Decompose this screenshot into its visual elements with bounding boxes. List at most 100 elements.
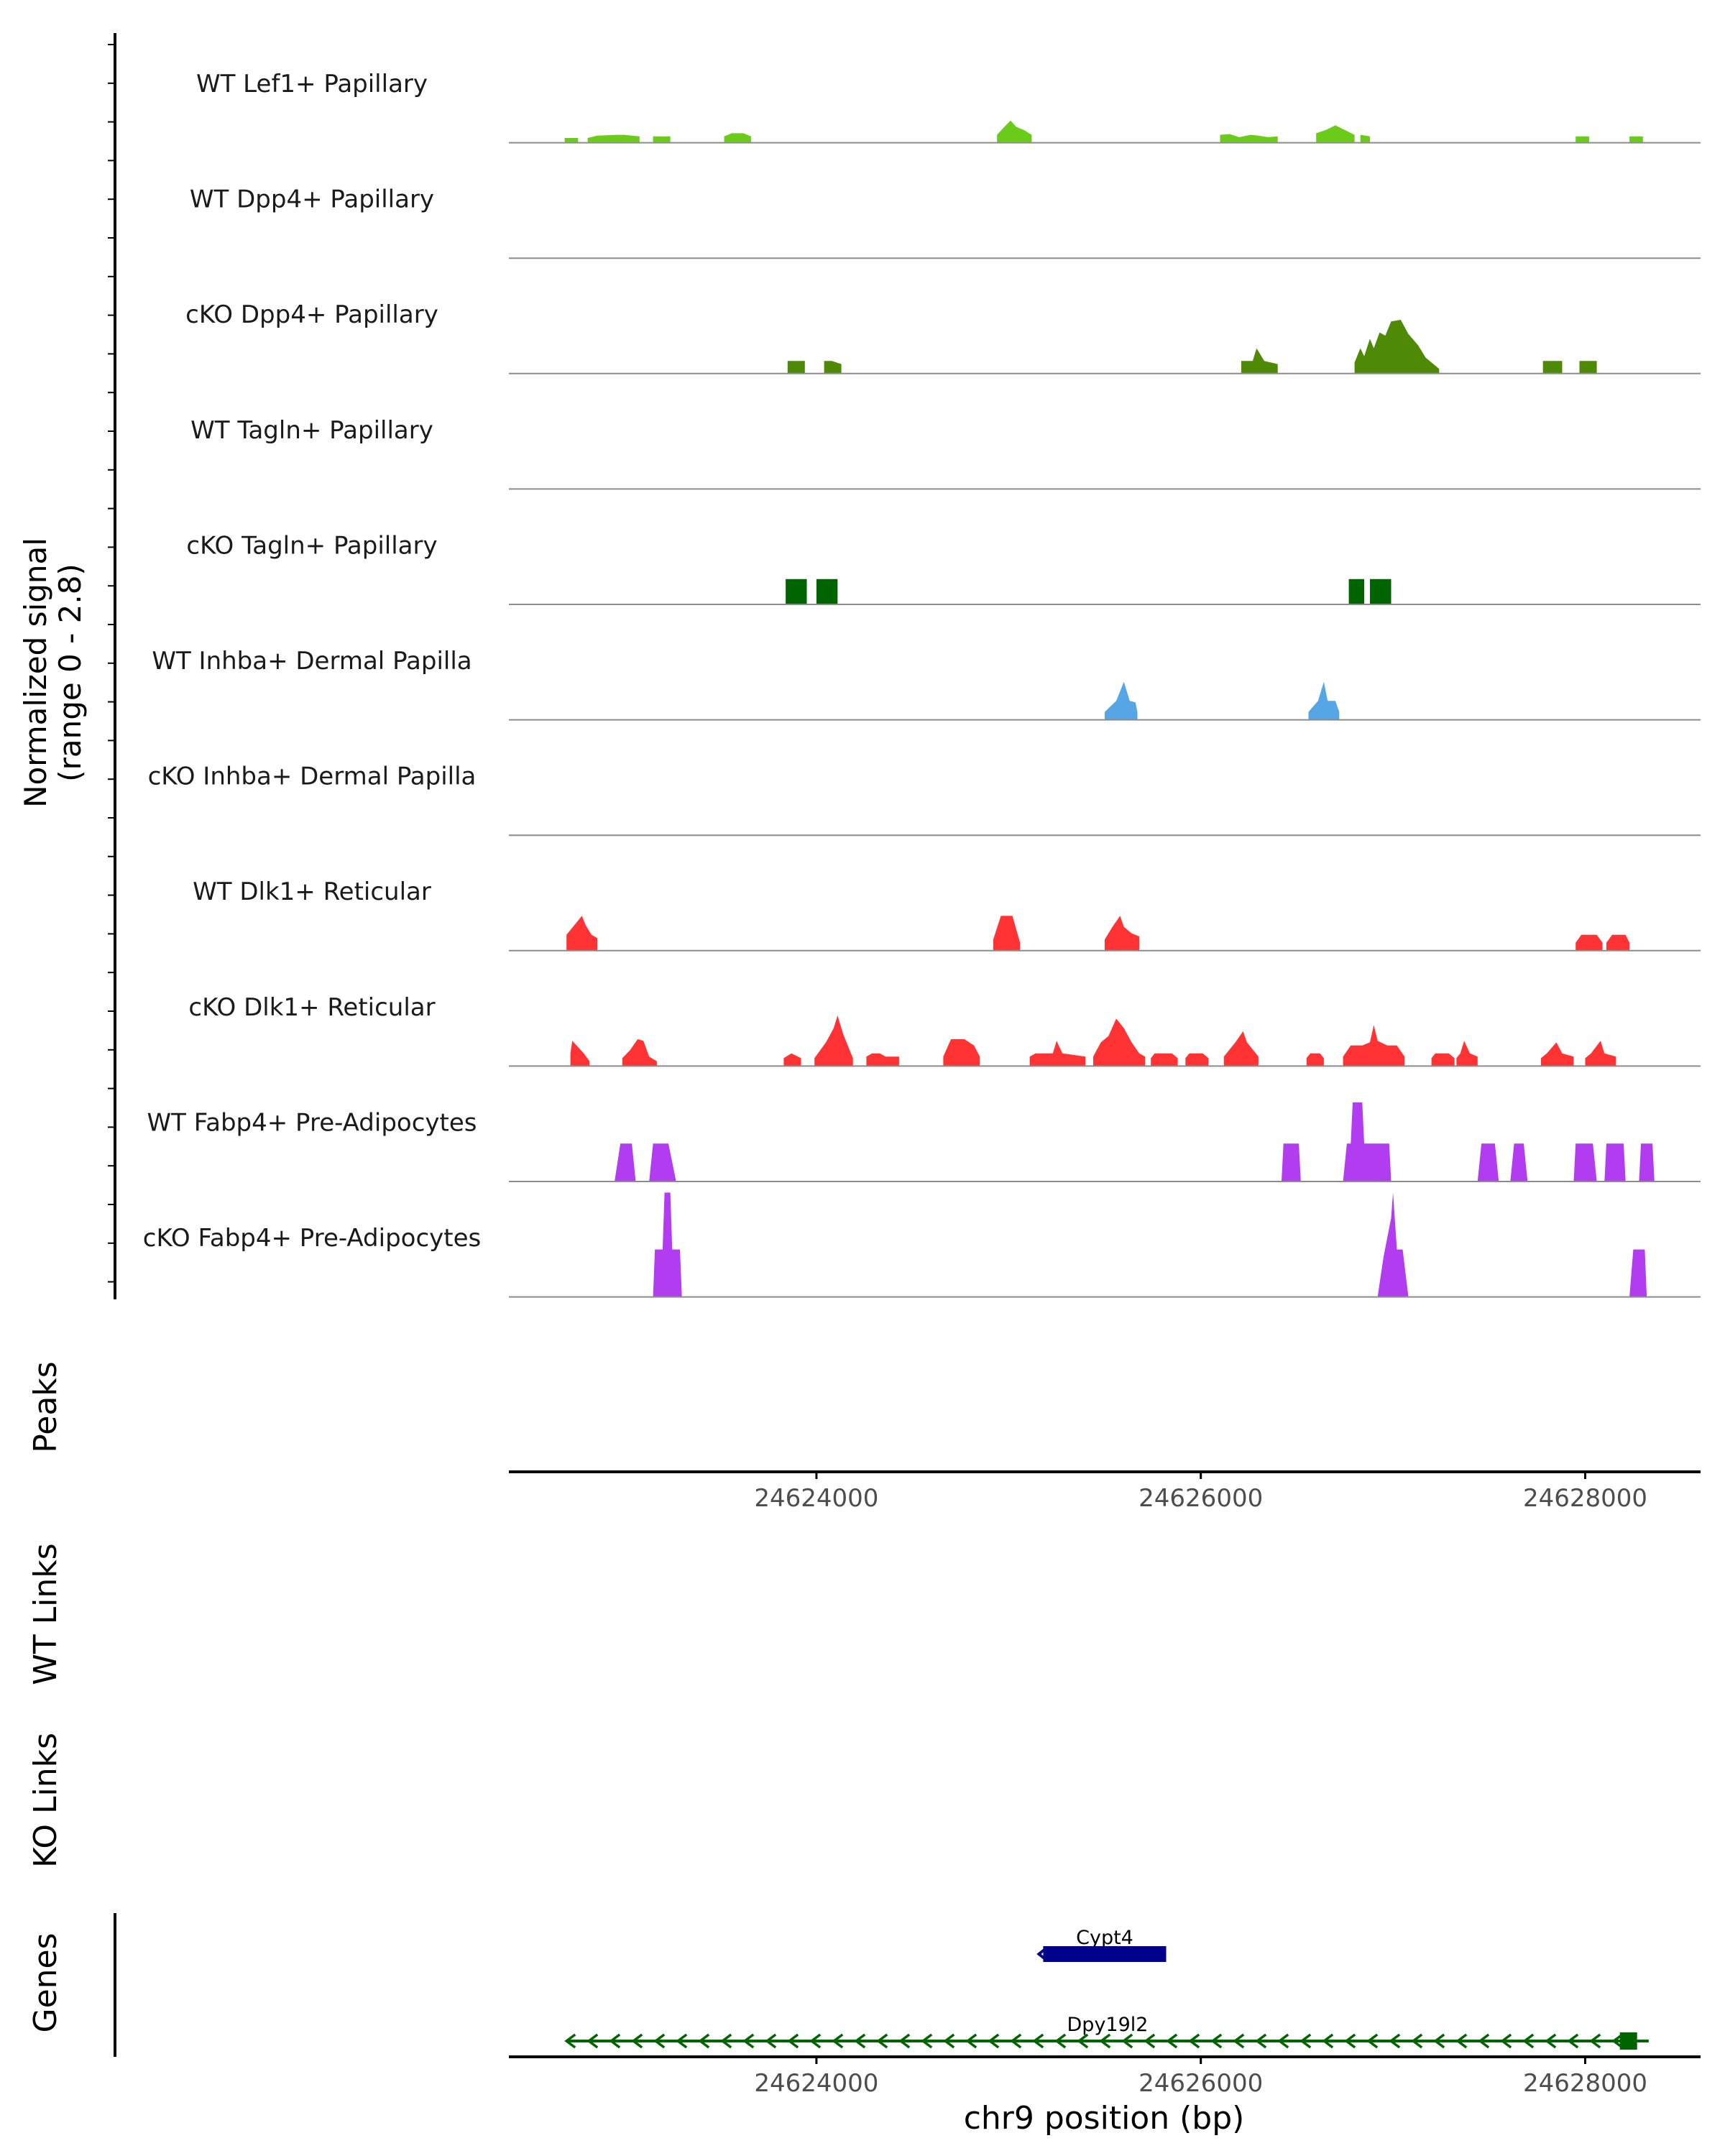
strand-arrow (698, 2033, 710, 2049)
y-axis-label-line2: (range 0 - 2.8) (52, 563, 88, 782)
strand-arrow (787, 2033, 799, 2049)
y-axis-ticks (108, 44, 115, 1283)
coverage-peak (1308, 681, 1340, 720)
track-label: WT Fabp4+ Pre-Adipocytes (147, 1108, 477, 1137)
strand-arrow (1611, 2033, 1624, 2049)
coverage-peak (1105, 916, 1140, 951)
coverage-peak (783, 1053, 801, 1067)
track-label: cKO Inhba+ Dermal Papilla (148, 763, 477, 791)
coverage-peak (1604, 1143, 1626, 1181)
coverage-peak (1151, 1053, 1178, 1067)
track: WT Fabp4+ Pre-Adipocytes (147, 1102, 1701, 1182)
coverage-peak (1316, 125, 1355, 143)
strand-arrow (1121, 2033, 1133, 2049)
track: WT Dlk1+ Reticular (193, 877, 1701, 952)
track: cKO Dlk1+ Reticular (188, 993, 1701, 1067)
coverage-peak (1585, 1041, 1616, 1067)
x-tick-label: 24628000 (1523, 1484, 1647, 1513)
coverage-peak (1370, 579, 1392, 604)
strand-arrow (1567, 2033, 1579, 2049)
coverage-peak (1029, 1041, 1086, 1067)
gene-model: Cypt4 (1036, 1927, 1167, 1962)
strand-arrow (676, 2033, 688, 2049)
coverage-peak (1185, 1053, 1209, 1067)
y-axis-title: Normalized signal (range 0 - 2.8) (18, 538, 88, 808)
strand-arrow (854, 2033, 866, 2049)
strand-arrow (1277, 2033, 1289, 2049)
strand-arrow (1522, 2033, 1535, 2049)
coverage-peak (1354, 320, 1440, 374)
track-label: cKO Dlk1+ Reticular (188, 993, 435, 1022)
coverage-peak (1639, 1143, 1655, 1181)
x-tick-label: 24626000 (1138, 1484, 1263, 1513)
strand-arrow (1032, 2033, 1044, 2049)
track: WT Inhba+ Dermal Papilla (152, 647, 1701, 721)
coverage-peak (1579, 361, 1597, 374)
x-tick-label: 24628000 (1523, 2069, 1647, 2098)
coverage-peak (1576, 934, 1603, 951)
peaks-track-label: Peaks (27, 1361, 64, 1452)
strand-arrow (1210, 2033, 1223, 2049)
coverage-peak (943, 1039, 980, 1067)
coverage-peak (1343, 1025, 1405, 1067)
coverage-peak (566, 916, 597, 951)
strand-arrow (1233, 2033, 1245, 2049)
strand-arrow (1478, 2033, 1490, 2049)
coverage-peak (724, 133, 751, 143)
coverage-peak (786, 579, 807, 604)
coverage-peak (1477, 1143, 1499, 1181)
strand-arrow (943, 2033, 955, 2049)
coverage-peak (1606, 934, 1630, 951)
y-axis-label-line1: Normalized signal (18, 538, 53, 808)
coverage-peak (1220, 134, 1278, 143)
x-tick-label: 24624000 (754, 1484, 878, 1513)
x-axis-title: chr9 position (bp) (964, 2100, 1245, 2137)
track-label: WT Dlk1+ Reticular (193, 877, 431, 906)
track-label: cKO Tagln+ Papillary (186, 531, 437, 560)
coverage-peak (649, 1143, 676, 1181)
coverage-peak (1306, 1053, 1324, 1067)
coverage-peak (615, 1143, 636, 1181)
track: WT Dpp4+ Papillary (190, 185, 1701, 259)
coverage-peak (1542, 361, 1563, 374)
coverage-peak (1241, 348, 1278, 374)
gene-label: Dpy19l2 (1067, 2014, 1149, 2036)
ko-links-track-label: KO Links (27, 1733, 64, 1868)
coverage-peak (1360, 134, 1370, 143)
strand-arrow (765, 2033, 777, 2049)
strand-arrow (720, 2033, 732, 2049)
strand-arrow (1455, 2033, 1468, 2049)
coverage-peak (1510, 1143, 1528, 1181)
coverage-peak (824, 361, 842, 374)
coverage-peak (1343, 1102, 1392, 1181)
strand-arrow (832, 2033, 844, 2049)
coverage-peak (993, 916, 1021, 951)
coverage-peak (622, 1039, 657, 1067)
strand-arrow (988, 2033, 1000, 2049)
strand-arrow (921, 2033, 933, 2049)
coverage-peak (1576, 136, 1589, 143)
coverage-peak (570, 1041, 590, 1067)
coverage-peak (587, 134, 640, 143)
coverage-peak (564, 138, 579, 143)
strand-arrow (1036, 1947, 1047, 1961)
coverage-peak (1223, 1031, 1259, 1067)
strand-arrow (609, 2033, 621, 2049)
gene-model: Dpy19l2 (564, 2014, 1649, 2050)
strand-arrow (1433, 2033, 1445, 2049)
track: WT Tagln+ Papillary (190, 416, 1701, 490)
track: cKO Inhba+ Dermal Papilla (148, 763, 1701, 837)
x-tick-label: 24624000 (754, 2069, 878, 2098)
coverage-peak (1377, 1192, 1409, 1297)
strand-arrow (742, 2033, 755, 2049)
x-axis-genes: 24624000 24626000 24628000 (754, 2057, 1647, 2098)
coverage-peak (1431, 1053, 1455, 1067)
x-axis-peaks: 24624000 24626000 24628000 (754, 1472, 1647, 1513)
strand-arrow (1010, 2033, 1022, 2049)
genes-track-label: Genes (27, 1932, 64, 2032)
strand-arrow (653, 2033, 666, 2049)
coverage-peak (816, 579, 838, 604)
coverage-peak (1456, 1041, 1478, 1067)
strand-arrow (1322, 2033, 1334, 2049)
strand-arrow (1054, 2033, 1067, 2049)
